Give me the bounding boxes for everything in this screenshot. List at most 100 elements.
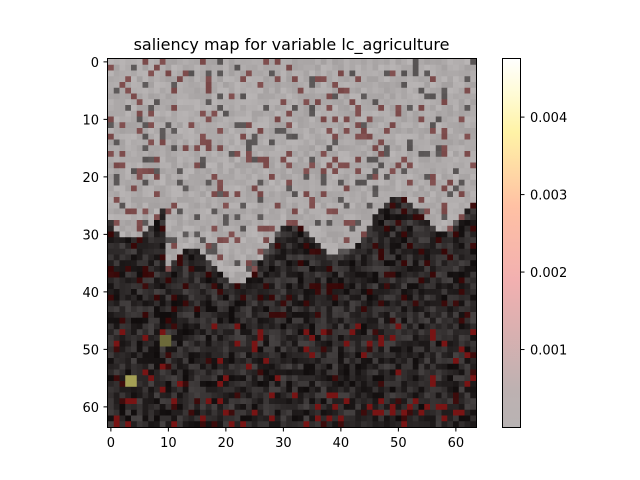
heatmap-cell: [182, 185, 189, 192]
heatmap-cell: [246, 386, 253, 393]
heatmap-cell: [458, 122, 465, 129]
heatmap-cell: [303, 312, 310, 319]
heatmap-cell: [366, 197, 373, 204]
heatmap-cell: [372, 386, 379, 393]
heatmap-cell: [332, 375, 339, 382]
heatmap-cell: [125, 248, 132, 255]
heatmap-cell: [372, 197, 379, 204]
heatmap-cell: [251, 105, 258, 112]
heatmap-cell: [125, 59, 132, 66]
heatmap-cell: [424, 122, 431, 129]
heatmap-cell: [424, 266, 431, 273]
heatmap-cell: [159, 381, 166, 388]
heatmap-cell: [424, 346, 431, 353]
heatmap-cell: [217, 64, 224, 71]
heatmap-cell: [148, 369, 155, 376]
heatmap-cell: [263, 375, 270, 382]
heatmap-cell: [355, 110, 362, 117]
heatmap-cell: [223, 346, 230, 353]
heatmap-cell: [395, 87, 402, 94]
heatmap-cell: [188, 76, 195, 83]
heatmap-cell: [430, 139, 437, 146]
heatmap-cell: [458, 87, 465, 94]
heatmap-cell: [441, 421, 448, 428]
heatmap-cell: [171, 243, 178, 250]
heatmap-cell: [303, 317, 310, 324]
heatmap-cell: [453, 116, 460, 123]
heatmap-cell: [332, 220, 339, 227]
heatmap-cell: [223, 168, 230, 175]
heatmap-cell: [309, 70, 316, 77]
heatmap-cell: [366, 358, 373, 365]
heatmap-cell: [355, 185, 362, 192]
heatmap-cell: [320, 369, 327, 376]
heatmap-cell: [228, 404, 235, 411]
heatmap-cell: [119, 128, 126, 135]
heatmap-cell: [113, 277, 120, 284]
heatmap-cell: [303, 191, 310, 198]
heatmap-cell: [470, 93, 477, 100]
heatmap-cell: [349, 59, 356, 66]
heatmap-cell: [269, 214, 276, 221]
heatmap-cell: [223, 76, 230, 83]
heatmap-cell: [315, 105, 322, 112]
heatmap-cell: [332, 214, 339, 221]
heatmap-cell: [315, 254, 322, 261]
heatmap-cell: [320, 220, 327, 227]
heatmap-cell: [188, 116, 195, 123]
heatmap-cell: [188, 82, 195, 89]
heatmap-cell: [274, 156, 281, 163]
heatmap-cell: [407, 271, 414, 278]
heatmap-cell: [274, 168, 281, 175]
heatmap-cell: [309, 381, 316, 388]
heatmap-cell: [372, 358, 379, 365]
heatmap-cell: [292, 346, 299, 353]
heatmap-cell: [177, 283, 184, 290]
heatmap-cell: [447, 323, 454, 330]
heatmap-cell: [257, 197, 264, 204]
heatmap-cell: [211, 386, 218, 393]
heatmap-cell: [464, 352, 471, 359]
heatmap-cell: [188, 421, 195, 428]
heatmap-cell: [108, 415, 115, 422]
heatmap-cell: [435, 323, 442, 330]
heatmap-cell: [257, 294, 264, 301]
heatmap-cell: [223, 306, 230, 313]
heatmap-cell: [297, 76, 304, 83]
heatmap-cell: [349, 271, 356, 278]
heatmap-cell: [234, 335, 241, 342]
heatmap-cell: [355, 386, 362, 393]
heatmap-cell: [269, 306, 276, 313]
heatmap-cell: [148, 254, 155, 261]
heatmap-cell: [309, 231, 316, 238]
heatmap-cell: [384, 59, 391, 66]
heatmap-cell: [257, 398, 264, 405]
heatmap-cell: [343, 254, 350, 261]
heatmap-cell: [343, 82, 350, 89]
heatmap-cell: [269, 145, 276, 152]
heatmap-cell: [251, 128, 258, 135]
heatmap-cell: [148, 87, 155, 94]
heatmap-cell: [251, 312, 258, 319]
heatmap-cell: [430, 70, 437, 77]
heatmap-cell: [395, 312, 402, 319]
heatmap-cell: [286, 87, 293, 94]
heatmap-cell: [361, 151, 368, 158]
heatmap-cell: [297, 105, 304, 112]
heatmap-cell: [142, 254, 149, 261]
heatmap-cell: [211, 294, 218, 301]
heatmap-cell: [177, 404, 184, 411]
heatmap-cell: [142, 352, 149, 359]
heatmap-cell: [217, 392, 224, 399]
heatmap-cell: [182, 294, 189, 301]
heatmap-cell: [165, 277, 172, 284]
heatmap-cell: [257, 409, 264, 416]
heatmap-cell: [412, 289, 419, 296]
heatmap-cell: [177, 197, 184, 204]
heatmap-cell: [320, 128, 327, 135]
heatmap-cell: [113, 352, 120, 359]
heatmap-cell: [418, 220, 425, 227]
heatmap-cell: [136, 243, 143, 250]
heatmap-cell: [292, 116, 299, 123]
heatmap-cell: [447, 317, 454, 324]
